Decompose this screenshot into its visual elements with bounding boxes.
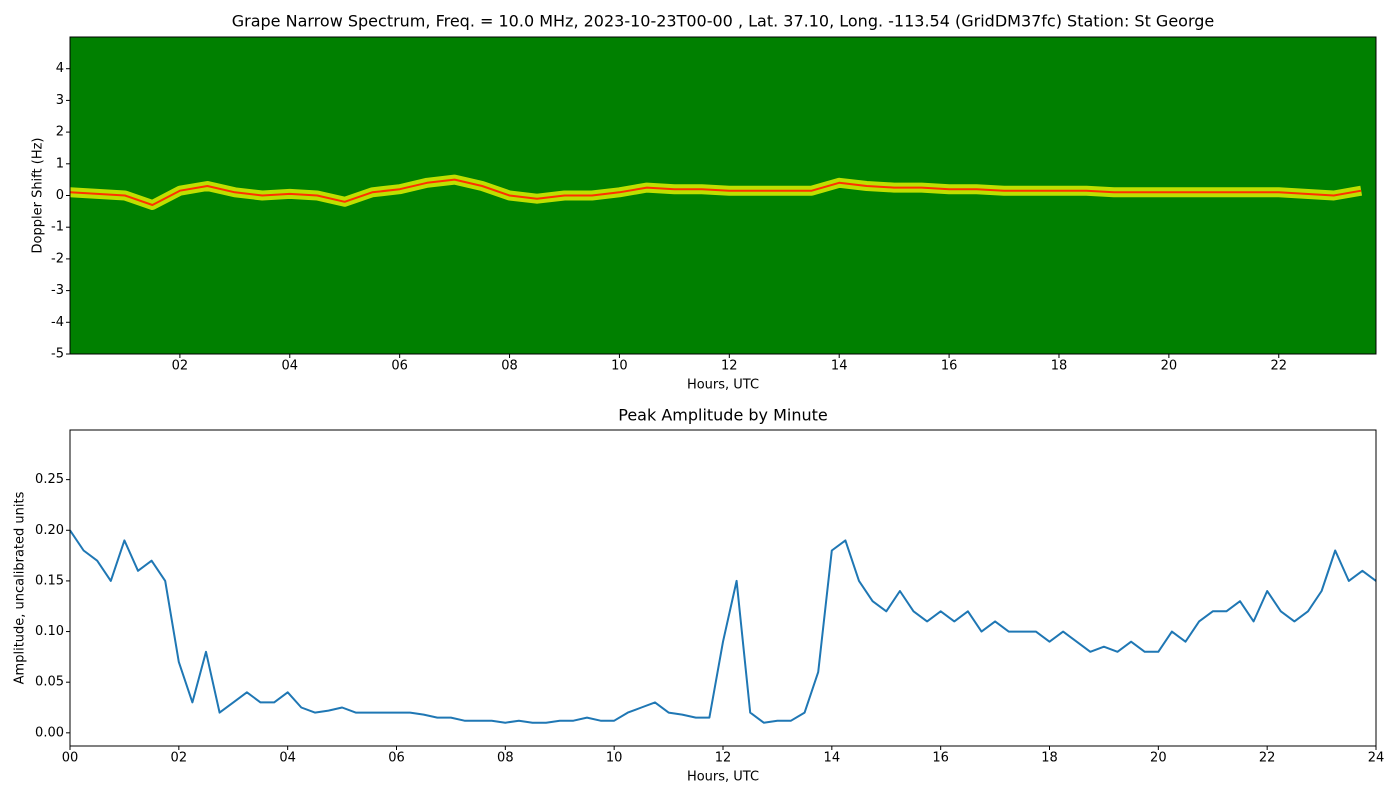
y-tick-label: 0.20: [35, 523, 64, 538]
x-tick-label: 12: [715, 751, 732, 766]
x-tick-label: 24: [1368, 751, 1385, 766]
y-tick-label: -5: [51, 347, 64, 362]
y-tick-label: 1: [56, 156, 64, 171]
x-axis-label: Hours, UTC: [687, 378, 759, 393]
x-tick-label: 16: [932, 751, 949, 766]
x-tick-label: 12: [721, 359, 738, 374]
y-tick-label: 0.25: [35, 472, 64, 487]
y-tick-label: 4: [56, 61, 64, 76]
x-tick-label: 20: [1150, 751, 1167, 766]
x-tick-label: 10: [611, 359, 628, 374]
x-tick-label: 20: [1161, 359, 1178, 374]
x-tick-label: 08: [501, 359, 518, 374]
y-tick-label: 0: [56, 188, 64, 203]
y-axis-label: Amplitude, uncalibrated units: [13, 491, 28, 684]
x-tick-label: 02: [171, 751, 188, 766]
x-axis-label: Hours, UTC: [687, 770, 759, 785]
y-tick-label: 0.00: [35, 725, 64, 740]
y-tick-label: -1: [51, 220, 64, 235]
y-tick-label: -3: [51, 283, 64, 298]
x-tick-label: 04: [279, 751, 296, 766]
x-tick-label: 10: [606, 751, 623, 766]
y-axis-label: Doppler Shift (Hz): [31, 138, 46, 254]
x-tick-label: 18: [1041, 751, 1058, 766]
y-tick-label: -2: [51, 251, 64, 266]
axes-frame: [69, 429, 1377, 747]
x-tick-label: 16: [941, 359, 958, 374]
x-tick-label: 06: [388, 751, 405, 766]
y-tick-label: 0.05: [35, 675, 64, 690]
y-tick-label: 3: [56, 93, 64, 108]
y-tick-label: 0.10: [35, 624, 64, 639]
amplitude-line: [69, 529, 1377, 724]
y-tick-label: 0.15: [35, 573, 64, 588]
y-tick-label: 2: [56, 125, 64, 140]
doppler-trace: [69, 178, 1362, 206]
x-tick-label: 22: [1270, 359, 1287, 374]
x-tick-label: 14: [831, 359, 848, 374]
x-tick-label: 06: [391, 359, 408, 374]
x-tick-label: 14: [824, 751, 841, 766]
chart-title: Grape Narrow Spectrum, Freq. = 10.0 MHz,…: [232, 12, 1215, 31]
x-tick-label: 18: [1051, 359, 1068, 374]
y-tick-label: -4: [51, 315, 64, 330]
x-tick-label: 04: [281, 359, 298, 374]
x-tick-label: 22: [1259, 751, 1276, 766]
x-tick-label: 00: [62, 751, 79, 766]
x-tick-label: 02: [172, 359, 189, 374]
x-tick-label: 08: [497, 751, 514, 766]
chart-title: Peak Amplitude by Minute: [618, 406, 828, 425]
